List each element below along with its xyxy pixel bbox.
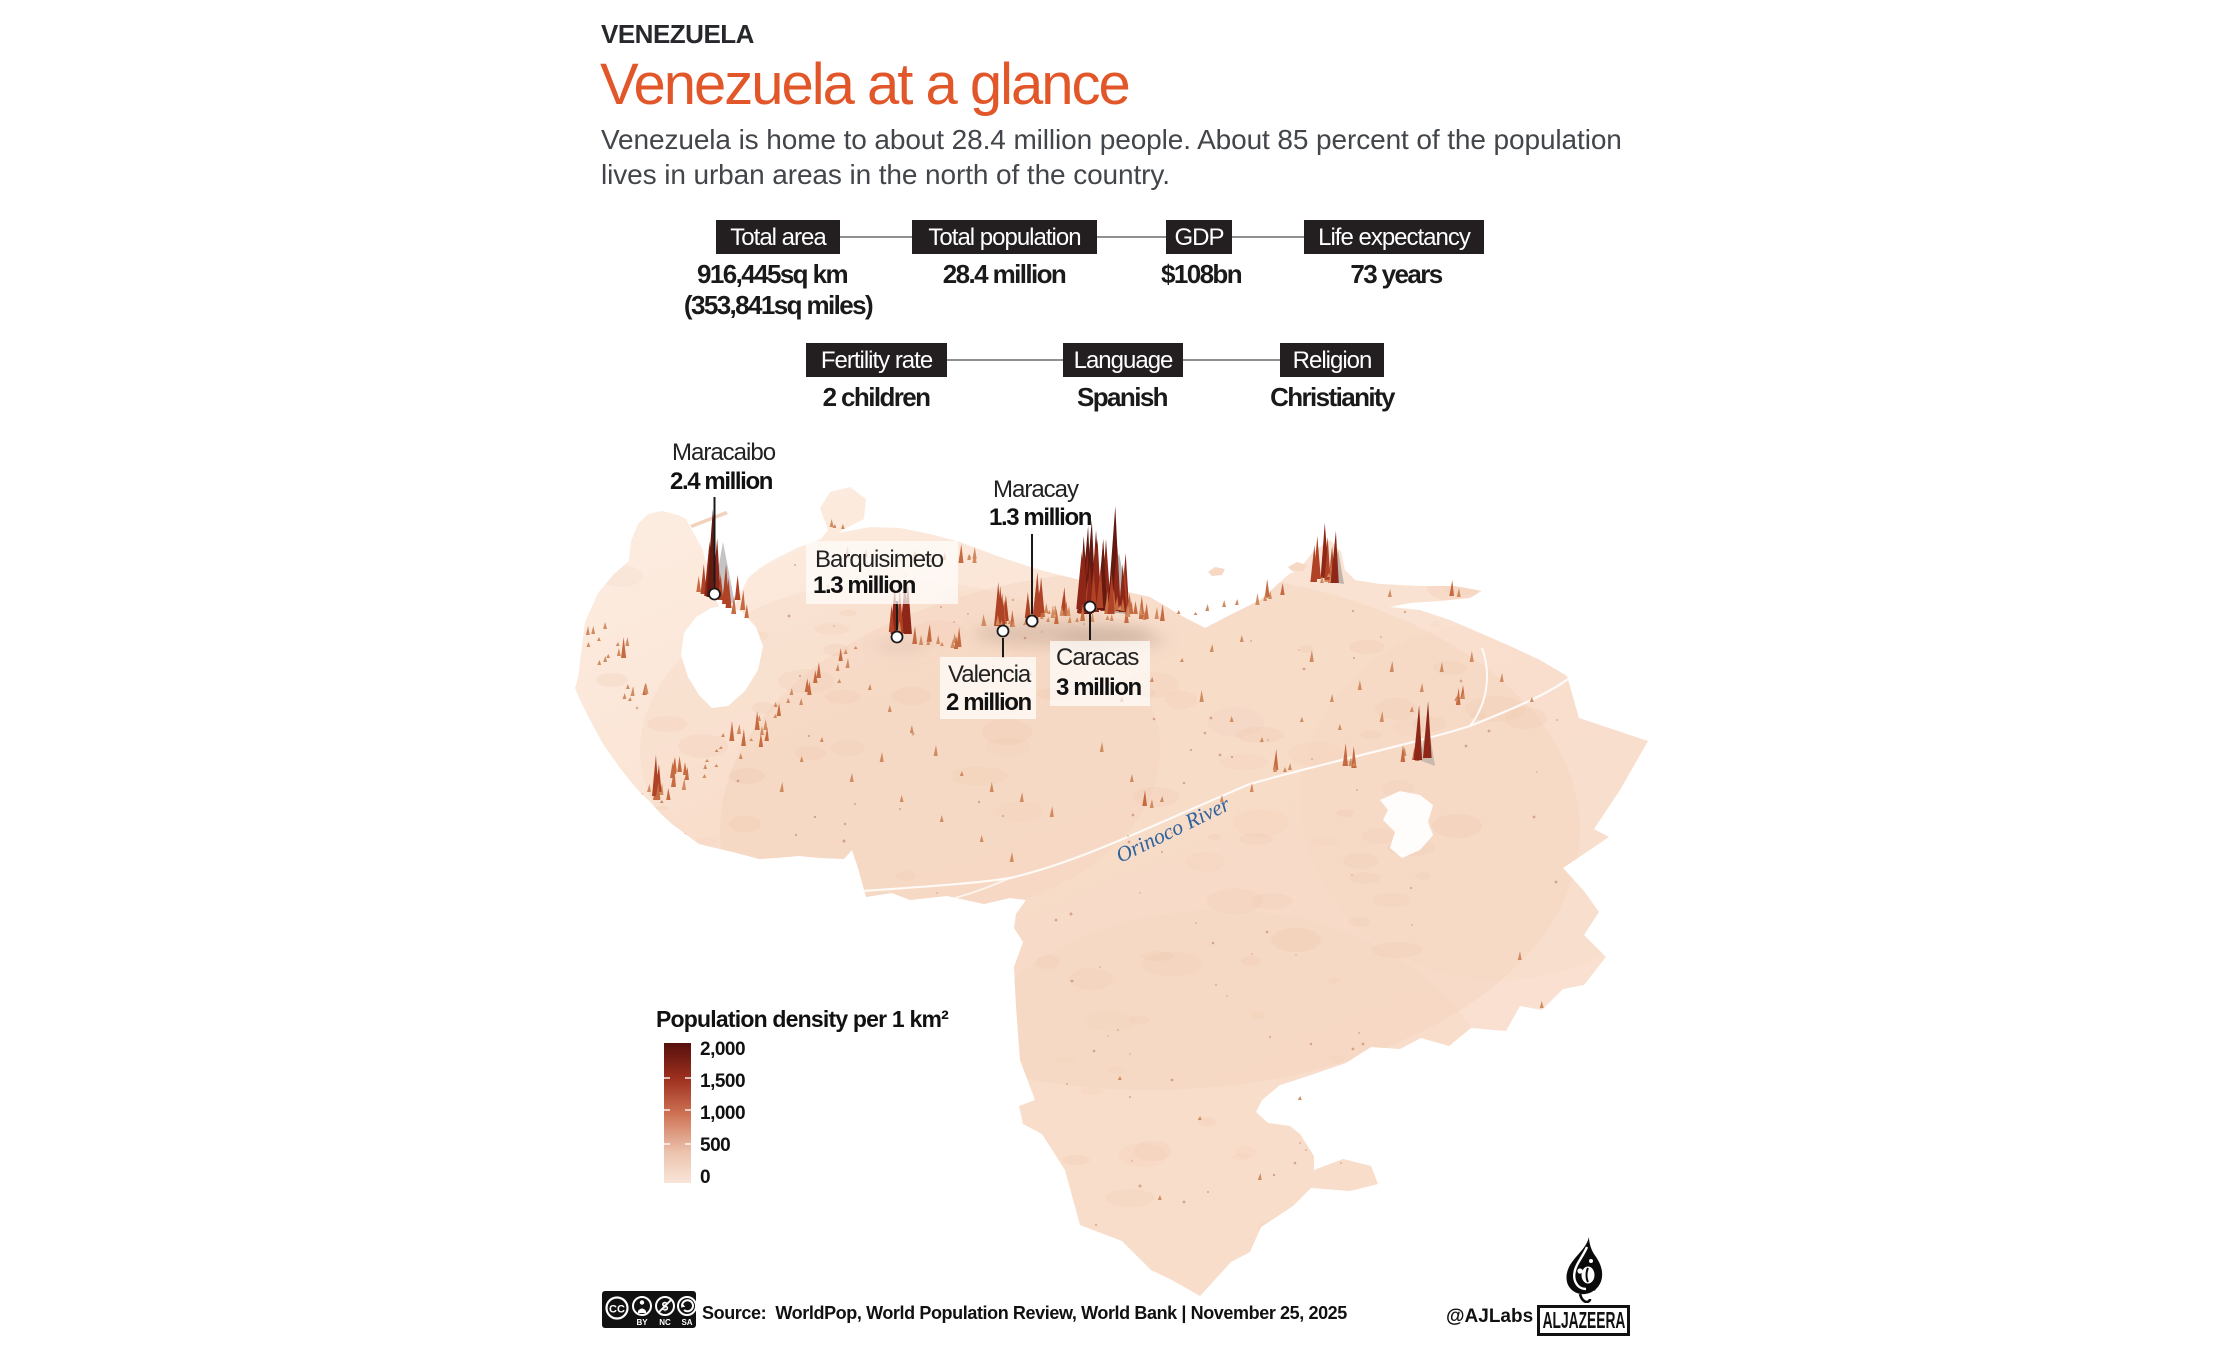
svg-text:BY: BY bbox=[636, 1318, 648, 1327]
svg-text:NC: NC bbox=[659, 1318, 671, 1327]
svg-text:CC: CC bbox=[609, 1304, 625, 1316]
svg-text:SA: SA bbox=[681, 1318, 692, 1327]
